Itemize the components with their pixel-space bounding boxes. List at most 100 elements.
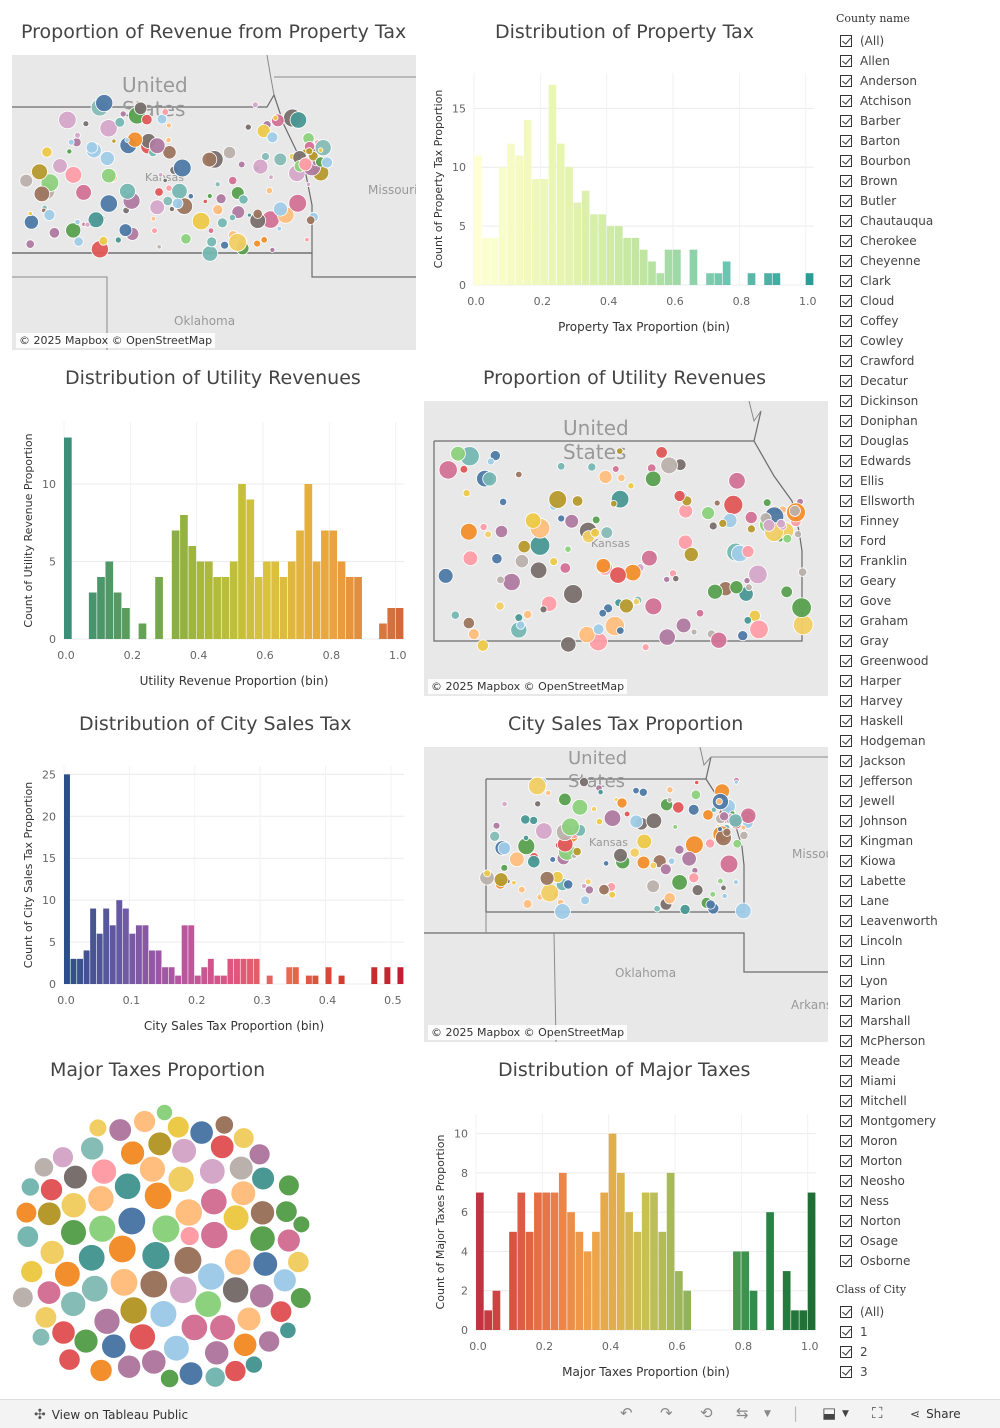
map-marker[interactable] [603, 860, 610, 867]
map-marker[interactable] [695, 608, 705, 618]
map-marker[interactable] [260, 236, 268, 244]
county-filter-item[interactable]: Ness [836, 1191, 1000, 1211]
map-marker[interactable] [719, 811, 730, 822]
share-button[interactable]: ⋖ Share [910, 1407, 961, 1421]
map-marker[interactable] [653, 904, 661, 913]
bubble[interactable] [277, 1228, 301, 1253]
bubble[interactable] [78, 1244, 106, 1272]
checkbox-checked-icon[interactable] [840, 455, 852, 467]
histogram-bar[interactable] [329, 530, 338, 640]
checkbox-checked-icon[interactable] [840, 1346, 852, 1358]
checkbox-checked-icon[interactable] [840, 515, 852, 527]
county-filter-item[interactable]: Ford [836, 531, 1000, 551]
map-marker[interactable] [252, 208, 263, 219]
map-marker[interactable] [660, 456, 678, 475]
map-marker[interactable] [598, 469, 613, 484]
checkbox-checked-icon[interactable] [840, 835, 852, 847]
histogram-bar[interactable] [221, 577, 230, 639]
map-marker[interactable] [627, 482, 635, 490]
map-marker[interactable] [156, 244, 162, 250]
histogram-bar[interactable] [722, 261, 731, 285]
histogram-bar[interactable] [542, 1192, 551, 1330]
map-marker[interactable] [539, 870, 555, 886]
map-marker[interactable] [645, 812, 663, 830]
map-marker[interactable] [677, 534, 693, 550]
map-marker[interactable] [667, 857, 676, 865]
county-filter-item[interactable]: Linn [836, 951, 1000, 971]
checkbox-checked-icon[interactable] [840, 655, 852, 667]
map-marker[interactable] [671, 874, 688, 891]
map-marker[interactable] [762, 498, 772, 507]
histogram-bar[interactable] [286, 967, 293, 984]
histogram-bar[interactable] [155, 950, 162, 984]
histogram-bar[interactable] [312, 975, 319, 984]
histogram-bar[interactable] [296, 530, 304, 640]
checkbox-checked-icon[interactable] [840, 415, 852, 427]
histogram-bar[interactable] [246, 499, 255, 640]
map-marker[interactable] [460, 522, 478, 541]
map-marker[interactable] [743, 577, 751, 585]
checkbox-checked-icon[interactable] [840, 475, 852, 487]
map-marker[interactable] [685, 835, 704, 855]
map-marker[interactable] [561, 817, 580, 837]
histogram-bar[interactable] [782, 1271, 791, 1330]
histogram-bar[interactable] [103, 908, 110, 984]
histogram-bar[interactable] [534, 1192, 542, 1330]
checkbox-checked-icon[interactable] [840, 975, 852, 987]
map-marker[interactable] [733, 779, 739, 785]
map-marker[interactable] [228, 214, 236, 222]
histogram-bar[interactable] [201, 967, 208, 984]
map-marker[interactable] [729, 580, 744, 595]
download-dropdown-icon[interactable]: ▼ [842, 1409, 849, 1419]
histogram-bar[interactable] [633, 1231, 642, 1330]
histogram-bar[interactable] [321, 530, 329, 640]
county-filter-item[interactable]: Marshall [836, 1011, 1000, 1031]
histogram-bar[interactable] [656, 273, 665, 285]
map-marker[interactable] [598, 883, 610, 896]
histogram-bar[interactable] [345, 577, 354, 639]
map-marker[interactable] [529, 535, 551, 556]
map-marker[interactable] [168, 206, 175, 213]
city-class-filter-item[interactable]: (All) [836, 1302, 1000, 1322]
map-marker[interactable] [632, 786, 640, 795]
county-filter-item[interactable]: Montgomery [836, 1111, 1000, 1131]
county-filter-item[interactable]: Labette [836, 871, 1000, 891]
histogram-bar[interactable] [292, 967, 299, 984]
map-marker[interactable] [672, 824, 679, 830]
map-marker[interactable] [74, 218, 81, 226]
map-marker[interactable] [496, 575, 505, 585]
map-marker[interactable] [792, 614, 814, 636]
map-marker[interactable] [578, 626, 596, 644]
histogram-bar[interactable] [220, 975, 227, 984]
checkbox-checked-icon[interactable] [840, 1175, 852, 1187]
bubble[interactable] [224, 1360, 247, 1382]
utility-revenue-map[interactable]: United States Kansas © 2025 Mapbox © Open… [424, 401, 828, 696]
bubble[interactable] [91, 1158, 117, 1185]
histogram-bar[interactable] [474, 155, 482, 285]
map-marker[interactable] [655, 446, 668, 459]
checkbox-checked-icon[interactable] [840, 435, 852, 447]
map-marker[interactable] [516, 620, 526, 630]
redo-icon[interactable]: ↷ [660, 1404, 673, 1422]
map-marker[interactable] [87, 211, 105, 229]
map-marker[interactable] [572, 847, 582, 857]
histogram-bar[interactable] [129, 933, 136, 984]
map-marker[interactable] [610, 499, 618, 508]
county-filter-item[interactable]: (All) [836, 31, 1000, 51]
checkbox-checked-icon[interactable] [840, 1195, 852, 1207]
map-marker[interactable] [744, 511, 758, 525]
map-marker[interactable] [636, 833, 653, 850]
map-marker[interactable] [564, 514, 580, 529]
map-marker[interactable] [549, 856, 556, 863]
bubble[interactable] [290, 1287, 312, 1309]
histogram-bar[interactable] [64, 774, 70, 984]
county-filter-item[interactable]: Haskell [836, 711, 1000, 731]
map-marker[interactable] [683, 546, 699, 562]
bubble[interactable] [250, 1200, 275, 1226]
map-marker[interactable] [743, 616, 752, 625]
histogram-bar[interactable] [606, 226, 615, 285]
map-marker[interactable] [64, 166, 83, 184]
map-marker[interactable] [317, 147, 324, 153]
county-filter-item[interactable]: Franklin [836, 551, 1000, 571]
map-marker[interactable] [673, 489, 686, 502]
